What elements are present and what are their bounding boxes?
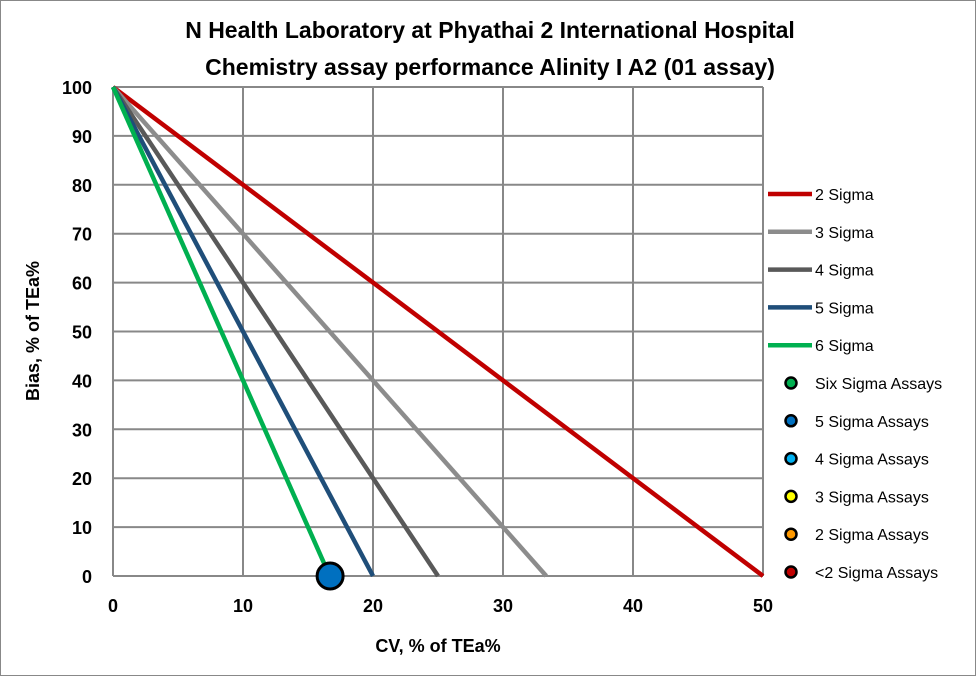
line-3-sigma bbox=[111, 85, 548, 578]
x-axis-title: CV, % of TEa% bbox=[375, 636, 500, 656]
y-tick-label: 70 bbox=[72, 225, 92, 245]
legend-label: 6 Sigma bbox=[815, 338, 874, 355]
legend-marker bbox=[784, 565, 798, 579]
legend-label: <2 Sigma Assays bbox=[815, 565, 938, 582]
y-axis-title: Bias, % of TEa% bbox=[23, 261, 43, 401]
assay-points bbox=[315, 561, 345, 591]
y-tick-label: 60 bbox=[72, 274, 92, 294]
grid bbox=[112, 86, 764, 577]
legend-label: 4 Sigma bbox=[815, 263, 874, 280]
x-tick-label: 10 bbox=[233, 596, 253, 616]
legend-label: Six Sigma Assays bbox=[815, 376, 942, 393]
y-tick-label: 90 bbox=[72, 127, 92, 147]
legend-label: 2 Sigma Assays bbox=[815, 527, 929, 544]
y-tick-label: 20 bbox=[72, 469, 92, 489]
legend-label: 5 Sigma Assays bbox=[815, 414, 929, 431]
sigma-lines bbox=[110, 85, 765, 578]
x-tick-label: 30 bbox=[493, 596, 513, 616]
y-tick-label: 10 bbox=[72, 518, 92, 538]
y-tick-label: 50 bbox=[72, 323, 92, 343]
legend-label: 3 Sigma bbox=[815, 225, 874, 242]
legend-marker bbox=[784, 451, 798, 466]
legend-label: 2 Sigma bbox=[815, 187, 874, 204]
chart-title-line-1: N Health Laboratory at Phyathai 2 Intern… bbox=[185, 17, 795, 43]
x-tick-label: 20 bbox=[363, 596, 383, 616]
line-4-sigma bbox=[111, 85, 440, 578]
y-tick-label: 100 bbox=[62, 78, 92, 98]
legend: 2 Sigma 3 Sigma 4 Sigma 5 Sigma 6 Sigma Six S… bbox=[768, 187, 942, 582]
legend-label: 5 Sigma bbox=[815, 300, 874, 317]
legend-marker bbox=[784, 376, 798, 390]
legend-label: 3 Sigma Assays bbox=[815, 489, 929, 506]
line-2-sigma bbox=[111, 85, 765, 578]
y-tick-label: 80 bbox=[72, 176, 92, 196]
y-tick-label: 30 bbox=[72, 420, 92, 440]
x-tick-label: 50 bbox=[753, 596, 773, 616]
y-tick-label: 0 bbox=[82, 567, 92, 587]
x-tick-label: 40 bbox=[623, 596, 643, 616]
legend-label: 4 Sigma Assays bbox=[815, 452, 929, 469]
x-tick-label: 0 bbox=[108, 596, 118, 616]
y-tick-label: 40 bbox=[72, 371, 92, 391]
legend-marker bbox=[784, 527, 798, 541]
line-5-sigma bbox=[111, 85, 375, 578]
chart-title-line-2: Chemistry assay performance Alinity I A2… bbox=[205, 54, 775, 80]
assay-point bbox=[315, 561, 345, 591]
line-6-sigma bbox=[110, 86, 332, 577]
legend-marker bbox=[784, 489, 798, 504]
legend-marker bbox=[784, 414, 798, 428]
tick-labels: 0 10 20 30 40 50 0 10 20 30 40 50 60 70 80 90 100 bbox=[62, 78, 773, 616]
